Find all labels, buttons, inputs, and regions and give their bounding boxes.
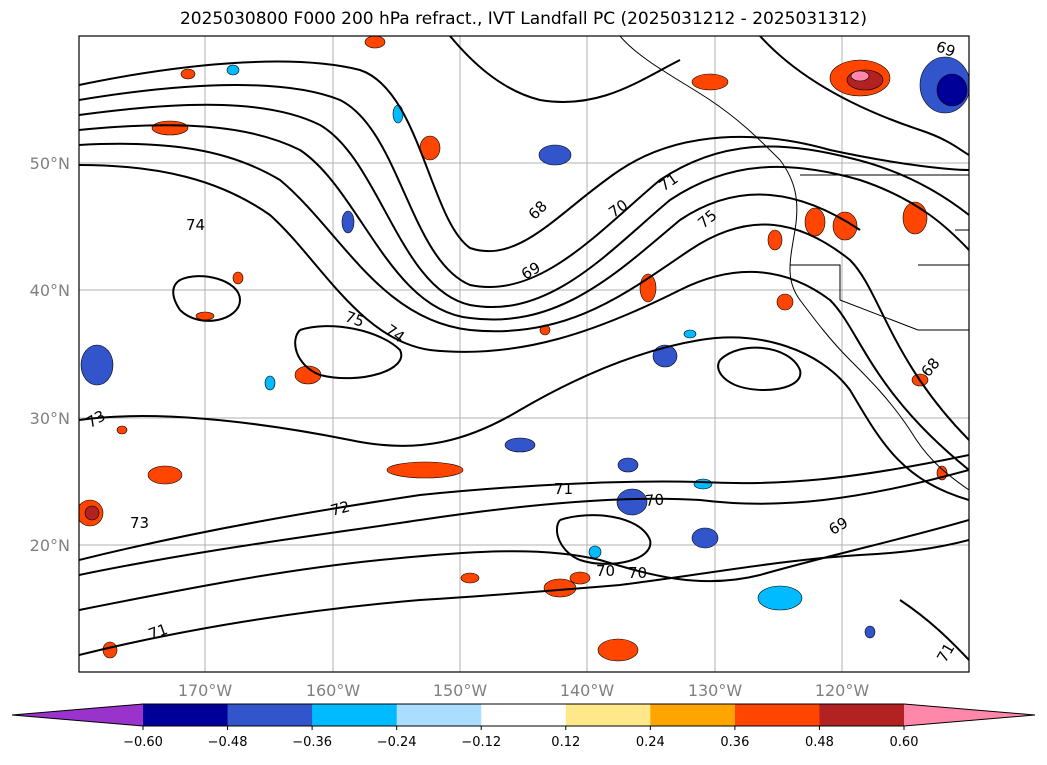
lon-label-130w: 130°W [688, 681, 743, 700]
colorbar-segment [227, 704, 313, 726]
colorbar-segment [734, 704, 820, 726]
colorbar-extend-high [904, 704, 1035, 726]
colorbar-tick-label: −0.60 [123, 735, 163, 750]
lon-label-120w: 120°W [815, 681, 870, 700]
colorbar-tick-label: 0.48 [805, 735, 834, 750]
contour-label: 69 [934, 37, 958, 60]
colorbar-extend-low [12, 704, 143, 726]
coastlines [619, 36, 969, 491]
lon-label-140w: 140°W [560, 681, 615, 700]
colorbar-tick-label: 0.12 [551, 735, 580, 750]
map-panel [79, 36, 969, 672]
lat-label-50n: 50°N [30, 154, 70, 173]
colorbar-segment [396, 704, 482, 726]
contour-label: 74 [186, 216, 205, 234]
colorbar-tick-label: −0.24 [377, 735, 417, 750]
colorbar-tick-label: 0.60 [890, 735, 919, 750]
contour-label: 72 [329, 497, 352, 519]
map-frame [78, 35, 970, 673]
colorbar-segment [819, 704, 905, 726]
contour-label: 71 [146, 620, 170, 643]
colorbar-tick-label: 0.24 [636, 735, 665, 750]
colorbar-tick-label: −0.36 [292, 735, 332, 750]
lon-label-160w: 160°W [306, 681, 361, 700]
colorbar-segment [650, 704, 736, 726]
colorbar: −0.60 −0.48 −0.36 −0.24 −0.12 0.12 0.24 0.36 0.4… [11, 703, 1036, 750]
contour-label: 70 [644, 490, 665, 510]
colorbar-segment [565, 704, 651, 726]
contour-label: 73 [130, 514, 149, 532]
lat-label-40n: 40°N [30, 281, 70, 300]
lon-label-150w: 150°W [433, 681, 488, 700]
colorbar-segment [312, 704, 398, 726]
longitude-labels: 170°W 160°W 150°W 140°W 130°W 120°W [178, 681, 870, 700]
latitude-labels: 50°N 40°N 30°N 20°N [30, 154, 70, 555]
lat-label-30n: 30°N [30, 409, 70, 428]
contour-label: 71 [554, 480, 573, 498]
colorbar-segment [143, 704, 229, 726]
contour-label: 70 [596, 562, 615, 580]
colorbar-segment [481, 704, 567, 726]
filled-contours [79, 36, 969, 662]
contour-label: 70 [628, 564, 647, 582]
lat-label-20n: 20°N [30, 536, 70, 555]
map-title: 2025030800 F000 200 hPa refract., IVT La… [179, 9, 867, 29]
contour-lines [79, 36, 969, 661]
lon-label-170w: 170°W [178, 681, 233, 700]
contour-label: 75 [343, 307, 367, 330]
graticule [79, 36, 969, 672]
colorbar-tick-label: −0.12 [461, 735, 501, 750]
colorbar-tick-label: 0.36 [720, 735, 749, 750]
colorbar-tick-label: −0.48 [208, 735, 248, 750]
